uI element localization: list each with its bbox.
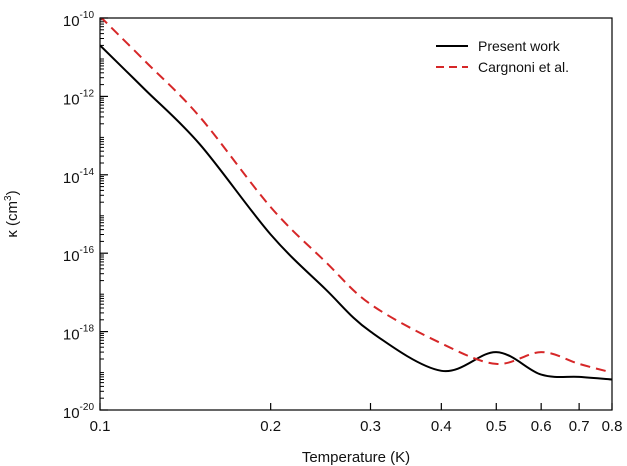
x-tick-label: 0.8 xyxy=(602,418,623,435)
y-tick-label: 10-20 xyxy=(63,402,95,422)
x-tick-label: 0.2 xyxy=(260,418,281,435)
y-tick-label: 10-10 xyxy=(63,10,95,30)
plot-frame xyxy=(99,17,613,411)
series-cargnoni-line xyxy=(100,18,612,374)
legend-label-present-work: Present work xyxy=(478,38,561,54)
x-tick-label: 0.4 xyxy=(431,418,452,435)
x-tick-label: 0.1 xyxy=(90,418,111,435)
legend-label-cargnoni: Cargnoni et al. xyxy=(478,59,569,75)
y-tick-label: 10-12 xyxy=(63,88,95,108)
x-tick-label: 0.3 xyxy=(360,418,381,435)
legend: Present work Cargnoni et al. xyxy=(436,38,569,75)
x-tick-label: 0.7 xyxy=(569,418,590,435)
series-present-work-line xyxy=(100,44,612,381)
x-tick-label: 0.5 xyxy=(486,418,507,435)
x-axis-label: Temperature (K) xyxy=(302,449,410,466)
y-axis-label: κ (cm3) xyxy=(3,190,21,237)
x-tick-label: 0.6 xyxy=(531,418,552,435)
y-tick-label: 10-14 xyxy=(63,167,95,187)
y-tick-label: 10-18 xyxy=(63,324,95,344)
y-tick-label: 10-16 xyxy=(63,245,95,265)
